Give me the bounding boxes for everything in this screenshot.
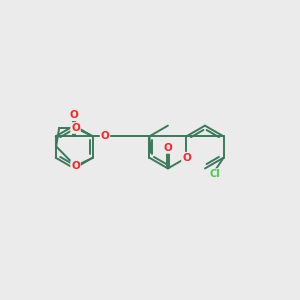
Text: Cl: Cl xyxy=(210,169,220,179)
Text: O: O xyxy=(164,143,172,153)
Text: O: O xyxy=(71,161,80,171)
Text: O: O xyxy=(100,131,109,141)
Text: O: O xyxy=(182,153,191,163)
Text: O: O xyxy=(70,110,79,120)
Text: O: O xyxy=(71,123,80,133)
